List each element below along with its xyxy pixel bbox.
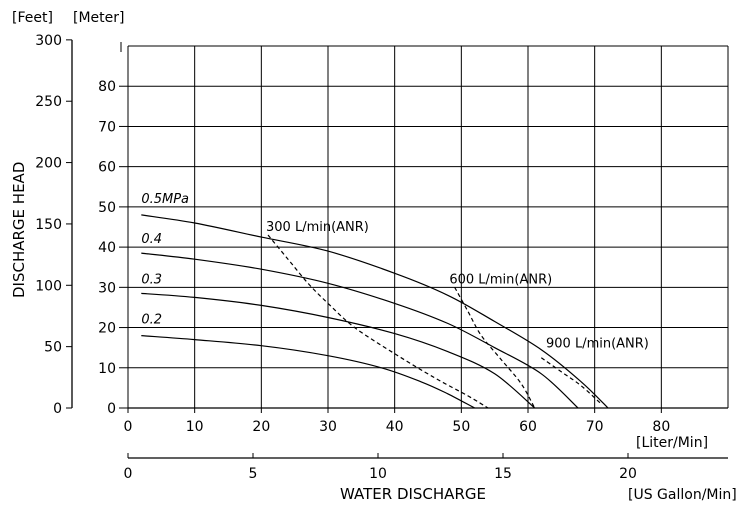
x-axis-title: WATER DISCHARGE <box>340 485 486 503</box>
meter-unit-label: [Meter] <box>73 10 124 26</box>
pressure-label: 0.5MPa <box>141 192 189 207</box>
liter-tick-label: 50 <box>452 419 470 435</box>
series-line-900-l-min-anr <box>540 357 602 405</box>
labels: 0.5MPa 0.4 0.3 0.2 300 L/min(ANR) 600 L/min(A… <box>141 192 649 352</box>
gallon-tick-label: 15 <box>494 466 512 482</box>
pressure-label: 0.4 <box>141 232 162 247</box>
flow-label: 300 L/min(ANR) <box>266 220 369 235</box>
liter-tick-label: 20 <box>252 419 270 435</box>
feet-tick-label: 300 <box>35 33 62 49</box>
curves <box>141 214 609 409</box>
liter-tick-label: 40 <box>386 419 404 435</box>
feet-tick-label: 50 <box>44 340 62 356</box>
series-line-0-5mpa <box>141 214 609 409</box>
liter-tick-label: 10 <box>186 419 204 435</box>
flow-label: 900 L/min(ANR) <box>546 337 649 352</box>
meter-tick-label: 30 <box>98 280 116 296</box>
gallon-tick-label: 0 <box>124 466 133 482</box>
liter-tick-label: 80 <box>652 419 670 435</box>
meter-tick-label: 70 <box>98 119 116 135</box>
gallon-tick-label: 5 <box>249 466 258 482</box>
pressure-label: 0.3 <box>141 272 162 287</box>
liter-unit-label: [Liter/Min] <box>636 435 708 451</box>
feet-tick-label: 0 <box>53 401 62 417</box>
meter-tick-label: 50 <box>98 200 116 216</box>
feet-tick-label: 100 <box>35 278 62 294</box>
y-axis-title: DISCHARGE HEAD <box>10 162 28 298</box>
liter-tick-label: 0 <box>124 419 133 435</box>
gallon-unit-label: [US Gallon/Min] <box>628 487 737 503</box>
meter-tick-label: 40 <box>98 240 116 256</box>
feet-tick-label: 200 <box>35 156 62 172</box>
liter-tick-label: 30 <box>319 419 337 435</box>
meter-tick-label: 10 <box>98 361 116 377</box>
series-line-0-3 <box>141 292 536 409</box>
meter-tick-label: 80 <box>98 79 116 95</box>
feet-tick-label: 150 <box>35 217 62 233</box>
liter-tick-label: 60 <box>519 419 537 435</box>
gallon-tick-label: 20 <box>619 466 637 482</box>
series-line-600-l-min-anr <box>454 287 536 409</box>
flow-label: 600 L/min(ANR) <box>449 272 552 287</box>
series-line-0-4 <box>141 252 579 409</box>
meter-tick-label: 20 <box>98 321 116 337</box>
series-line-0-2 <box>141 335 475 409</box>
liter-tick-label: 70 <box>586 419 604 435</box>
pressure-label: 0.2 <box>141 313 162 328</box>
meter-tick-label: 60 <box>98 160 116 176</box>
gallon-tick-label: 10 <box>369 466 387 482</box>
feet-tick-label: 250 <box>35 94 62 110</box>
meter-tick-label: 0 <box>107 401 116 417</box>
feet-unit-label: [Feet] <box>12 10 53 26</box>
series-line-300-l-min-anr <box>267 234 489 409</box>
grid <box>127 45 729 408</box>
axes: 0 10 20 30 40 50 60 70 800 5 10 15 20010203040506070… <box>35 33 728 482</box>
